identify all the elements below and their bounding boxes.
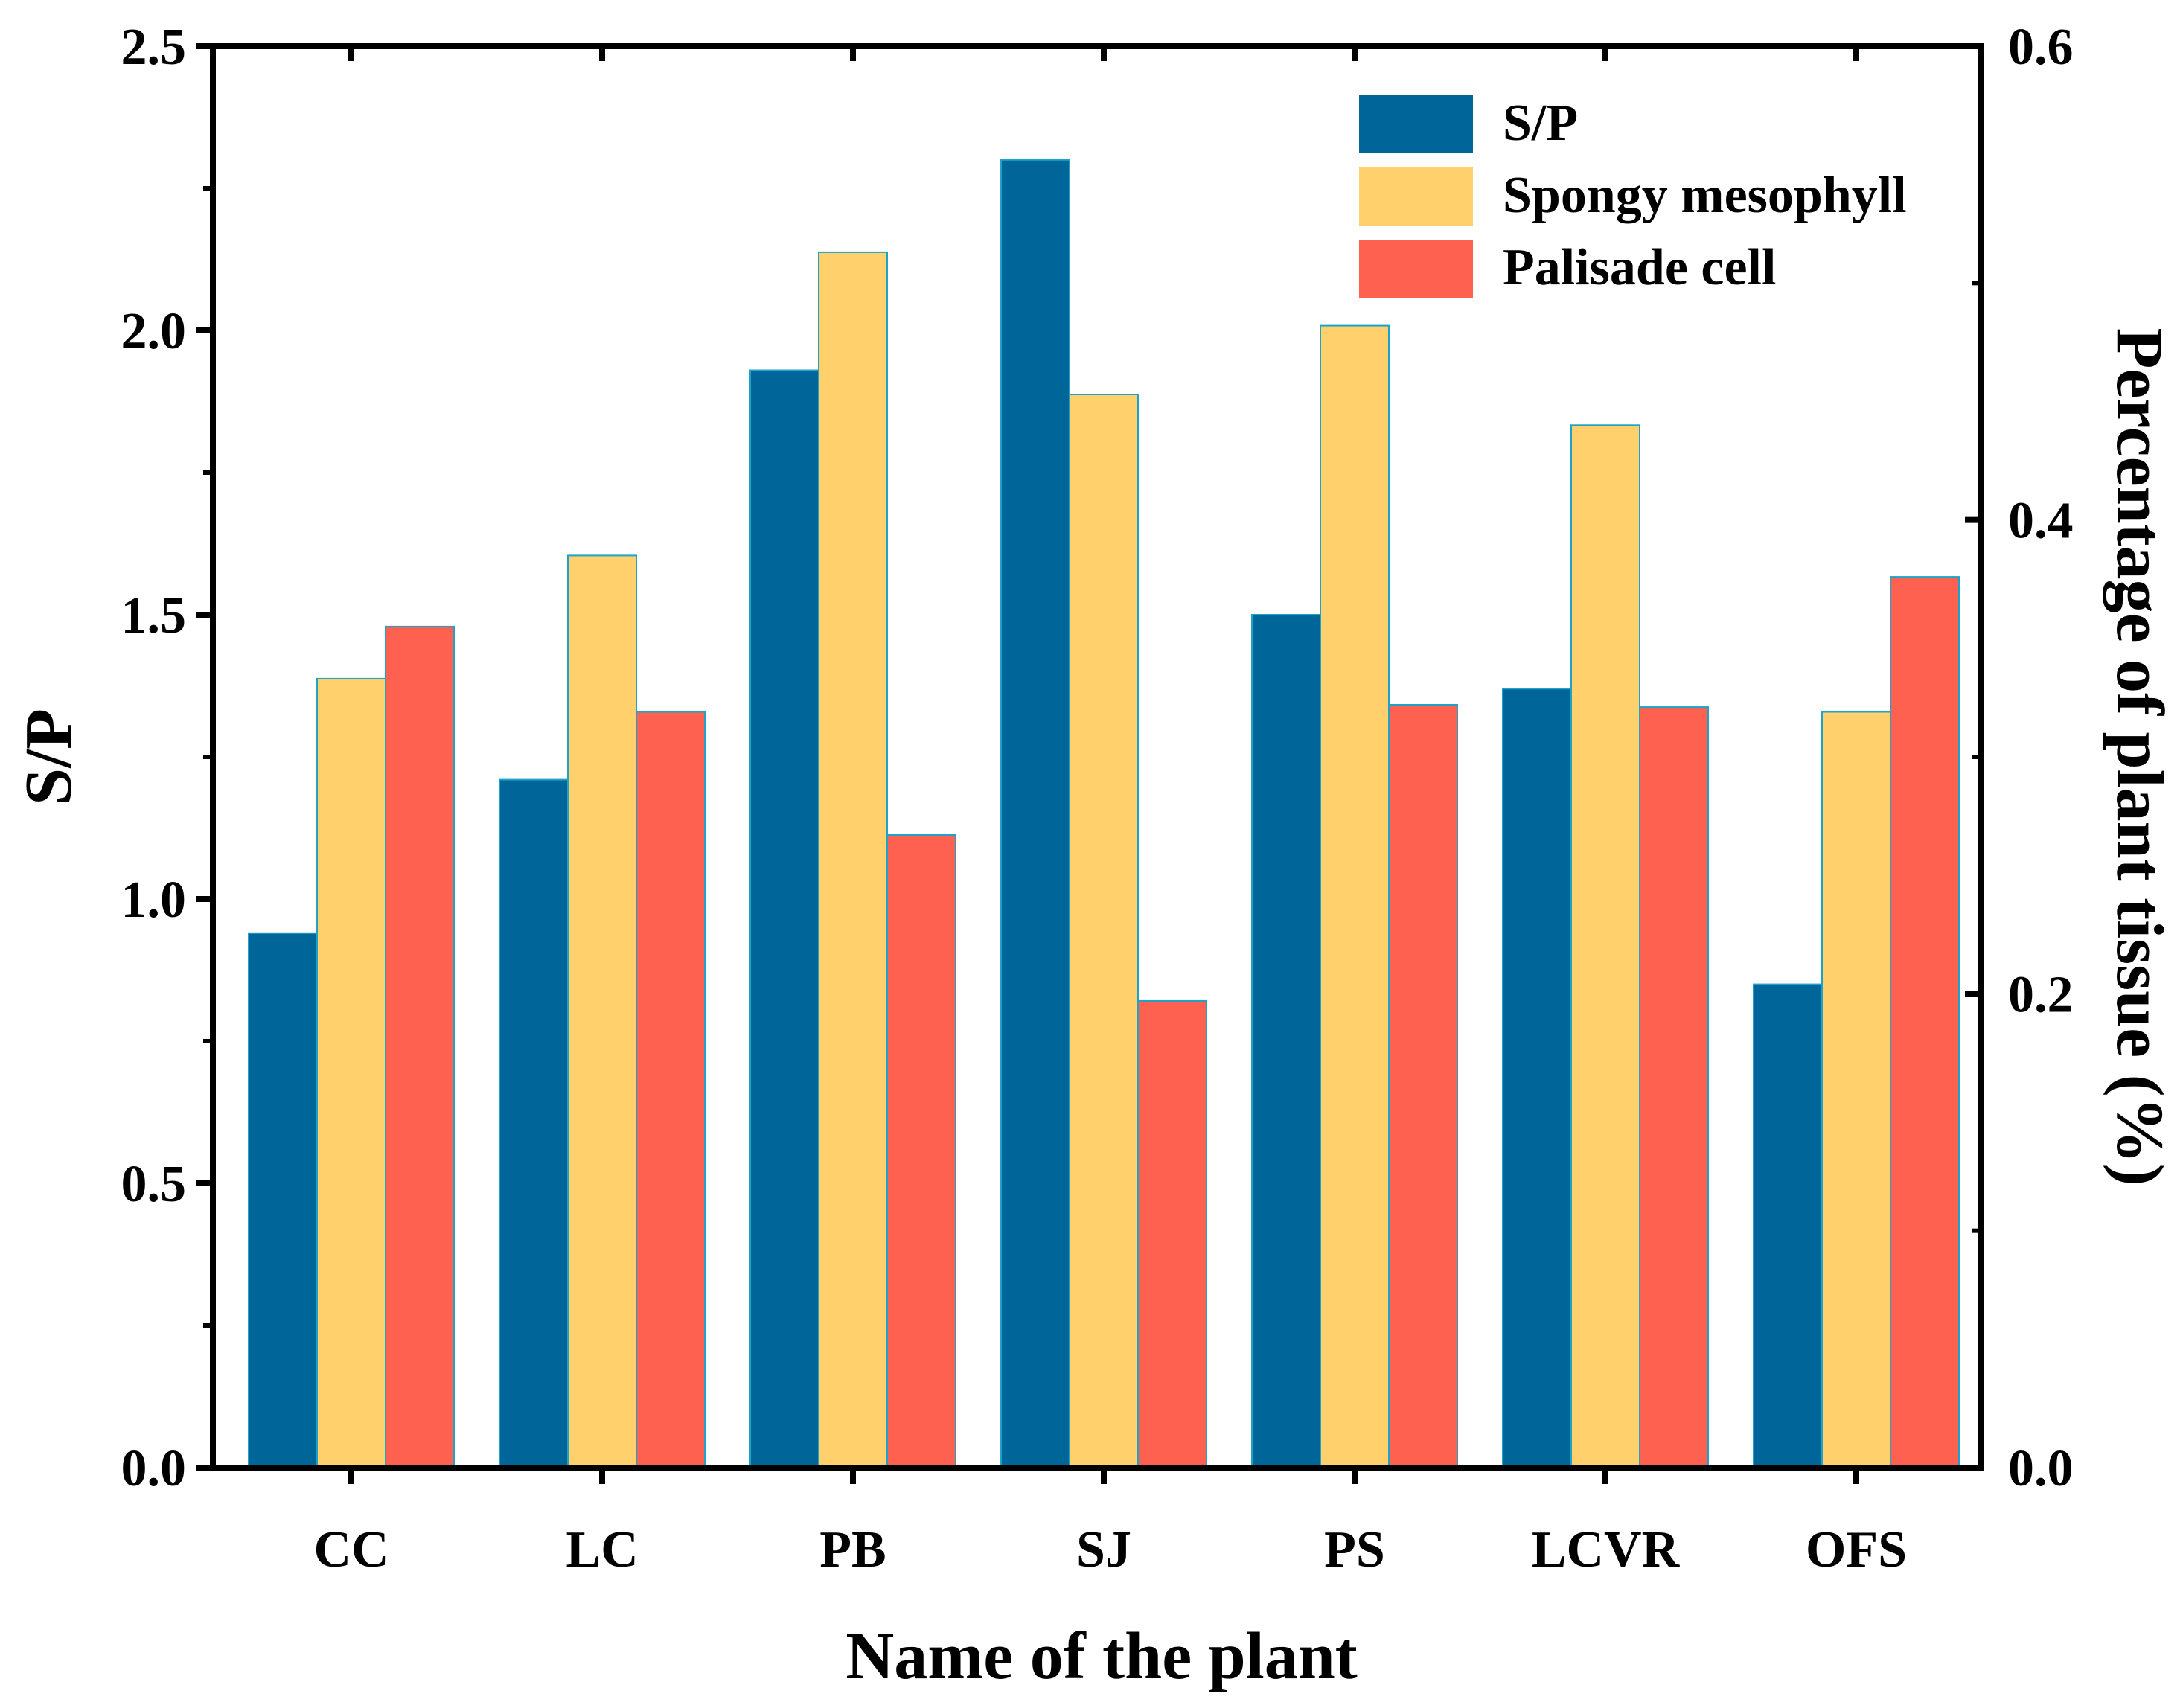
x-tick-label: LC xyxy=(566,1521,638,1579)
bar-spongy-mesophyll-lc xyxy=(567,554,637,1468)
legend-label: Spongy mesophyll xyxy=(1503,167,1907,224)
bar-palisade-cell-sj xyxy=(1137,999,1207,1468)
right-tick-label: 0.2 xyxy=(2008,966,2074,1023)
bar-spongy-mesophyll-ps xyxy=(1320,324,1390,1469)
bar-palisade-cell-cc xyxy=(385,625,455,1468)
bar-palisade-cell-lcvr xyxy=(1639,706,1709,1468)
x-tick-label: PS xyxy=(1324,1521,1385,1579)
bar-spongy-mesophyll-ofs xyxy=(1821,711,1891,1468)
legend-swatch-palisade-cell xyxy=(1359,240,1473,298)
bar-palisade-cell-ofs xyxy=(1890,576,1960,1468)
bar-palisade-cell-ps xyxy=(1388,704,1458,1468)
left-axis-ticks: 0.0 0.5 1.0 1.5 2.0 2.5 xyxy=(121,19,213,1497)
right-tick-label: 0.6 xyxy=(2008,19,2074,76)
bar-s-p-cc xyxy=(248,932,318,1469)
left-tick-label: 1.0 xyxy=(121,871,187,929)
bar-s-p-ps xyxy=(1251,614,1321,1468)
x-tick-label: CC xyxy=(313,1521,389,1579)
left-tick-label: 0.0 xyxy=(121,1440,187,1497)
bar-palisade-cell-pb xyxy=(886,834,956,1468)
legend-label: Palisade cell xyxy=(1503,239,1776,296)
bar-s-p-sj xyxy=(1000,159,1070,1468)
y-axis-title-left: S/P xyxy=(12,709,86,805)
bar-spongy-mesophyll-cc xyxy=(316,677,386,1468)
right-tick-label: 0.4 xyxy=(2008,493,2074,550)
x-tick-label: SJ xyxy=(1076,1521,1131,1579)
legend: S/P Spongy mesophyll Palisade cell xyxy=(1359,95,1907,298)
bar-s-p-lc xyxy=(499,778,569,1468)
right-tick-label: 0.0 xyxy=(2008,1440,2074,1497)
x-tick-label: LCVR xyxy=(1532,1521,1681,1579)
left-tick-label: 2.0 xyxy=(121,303,187,360)
bar-spongy-mesophyll-lcvr xyxy=(1570,424,1640,1468)
legend-label: S/P xyxy=(1503,95,1578,152)
bars-layer xyxy=(248,159,1960,1469)
bar-s-p-ofs xyxy=(1753,983,1823,1468)
legend-swatch-s-p xyxy=(1359,95,1473,153)
left-tick-label: 1.5 xyxy=(121,587,187,645)
bar-spongy-mesophyll-sj xyxy=(1069,394,1139,1468)
bar-palisade-cell-lc xyxy=(636,711,706,1468)
left-tick-label: 2.5 xyxy=(121,19,187,76)
bar-s-p-pb xyxy=(749,369,819,1468)
bar-s-p-lcvr xyxy=(1502,688,1572,1468)
x-tick-label: OFS xyxy=(1806,1521,1907,1579)
legend-swatch-spongy-mesophyll xyxy=(1359,167,1473,226)
x-axis-ticks: CC LC PB SJ PS LCVR OFS xyxy=(313,46,1907,1579)
bar-spongy-mesophyll-pb xyxy=(818,251,888,1468)
x-axis-title: Name of the plant xyxy=(846,1619,1357,1693)
x-tick-label: PB xyxy=(819,1521,886,1579)
left-tick-label: 0.5 xyxy=(121,1156,187,1213)
y-axis-title-right: Percentage of plant tissue (%) xyxy=(2103,327,2176,1186)
right-axis-ticks: 0.0 0.2 0.4 0.6 xyxy=(1965,19,2074,1497)
